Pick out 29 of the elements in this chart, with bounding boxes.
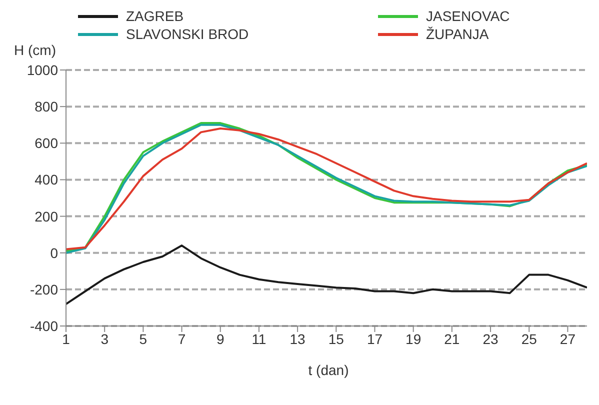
legend-label: JASENOVAC [426,8,510,24]
x-tick-label: 9 [216,330,224,347]
y-axis-title: H (cm) [14,42,56,58]
x-axis-title: t (dan) [307,362,350,378]
x-tick-label: 27 [560,330,576,347]
x-tick-label: 17 [366,330,383,347]
x-tick-label: 19 [406,330,422,347]
y-tick-label: 600 [34,135,58,152]
y-tick-label: -200 [30,281,58,298]
y-tick-label: -400 [30,318,58,334]
y-tick-label: 0 [50,244,58,261]
line-series [66,244,587,306]
y-tick-label: 1000 [26,62,58,78]
x-tick-label: 7 [178,330,186,347]
x-tick-label: 5 [139,330,148,347]
x-tick-label: 3 [100,330,109,347]
x-tick-label: 15 [328,330,344,347]
legend-label: ŽUPANJA [426,26,489,42]
legend-label: ZAGREB [126,8,184,24]
x-tick-label: 25 [521,330,538,347]
y-tick-label: 200 [34,208,58,224]
y-tick-label: 400 [34,172,58,188]
x-tick-label: 23 [482,330,499,347]
legend-label: SLAVONSKI BROD [126,26,249,42]
x-tick-label: 13 [290,330,306,347]
x-tick-label: 1 [62,330,70,347]
y-tick-label: 800 [34,98,58,115]
x-tick-label: 21 [444,330,460,347]
x-tick-label: 11 [252,330,266,347]
